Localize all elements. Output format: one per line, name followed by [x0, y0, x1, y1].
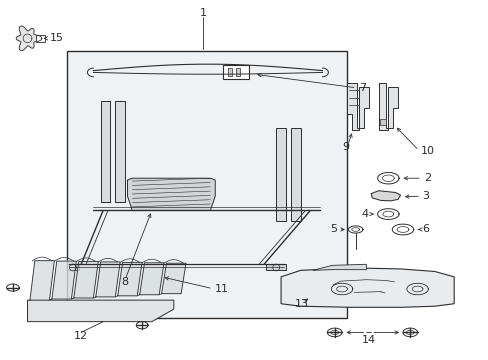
- Polygon shape: [74, 261, 98, 298]
- Polygon shape: [127, 178, 215, 211]
- Polygon shape: [161, 263, 185, 294]
- Polygon shape: [16, 26, 41, 51]
- Bar: [101, 101, 110, 202]
- Text: 12: 12: [74, 331, 88, 341]
- Bar: [290, 128, 300, 221]
- Bar: [222, 65, 249, 78]
- Text: 4: 4: [361, 209, 368, 219]
- Text: 7: 7: [358, 83, 366, 93]
- Polygon shape: [30, 261, 54, 300]
- Bar: [379, 119, 385, 126]
- Bar: [115, 101, 125, 202]
- Text: 8: 8: [121, 277, 128, 287]
- Text: 5: 5: [329, 225, 336, 234]
- Text: 13: 13: [294, 300, 308, 310]
- Bar: [276, 128, 285, 221]
- Bar: [66, 51, 346, 318]
- Polygon shape: [66, 264, 79, 270]
- Polygon shape: [52, 261, 76, 299]
- Text: 14: 14: [361, 334, 375, 345]
- Polygon shape: [370, 191, 400, 201]
- Text: 11: 11: [215, 284, 229, 294]
- Text: 1: 1: [199, 8, 206, 18]
- Polygon shape: [140, 263, 163, 295]
- Polygon shape: [312, 264, 366, 270]
- Text: 6: 6: [422, 225, 428, 234]
- Bar: [227, 68, 232, 76]
- Polygon shape: [96, 262, 120, 297]
- Text: 10: 10: [420, 146, 434, 156]
- Polygon shape: [266, 264, 285, 270]
- Text: 2: 2: [423, 173, 430, 183]
- Text: 15: 15: [49, 33, 63, 43]
- Bar: [235, 68, 240, 76]
- Text: 9: 9: [341, 142, 348, 152]
- Polygon shape: [27, 300, 173, 321]
- Text: 3: 3: [422, 191, 428, 201]
- Polygon shape: [378, 83, 397, 130]
- Polygon shape: [118, 262, 142, 296]
- Bar: [36, 35, 45, 42]
- Polygon shape: [281, 268, 453, 307]
- Polygon shape: [346, 83, 368, 130]
